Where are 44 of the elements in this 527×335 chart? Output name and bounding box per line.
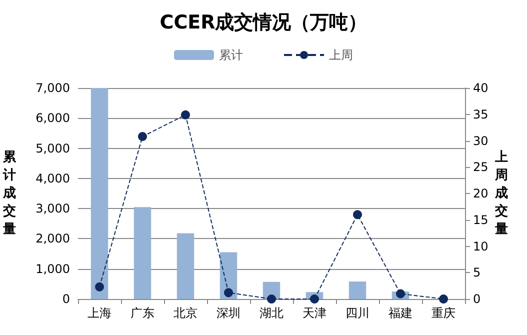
point (353, 210, 362, 220)
y-tick-label: 3,000 (36, 202, 70, 216)
x-tick-label: 湖北 (260, 306, 284, 320)
x-tick-label: 北京 (174, 306, 198, 320)
bar (348, 282, 366, 299)
y2-tick-label: 40 (473, 81, 488, 95)
y-tick-label: 4,000 (36, 171, 70, 186)
point (224, 288, 233, 298)
x-tick-label: 福建 (388, 306, 412, 320)
y2-tick-label: 10 (473, 239, 488, 254)
y-tick-label: 0 (62, 292, 70, 306)
x-tick-label: 天津 (302, 306, 326, 320)
point (181, 110, 190, 120)
x-tick-label: 深圳 (216, 306, 240, 320)
y-tick-label: 1,000 (36, 262, 70, 276)
x-tick-label: 四川 (346, 306, 370, 320)
y-tick-label: 5,000 (36, 141, 70, 156)
y2-tick-label: 20 (473, 186, 488, 200)
x-tick-label: 广东 (130, 306, 154, 320)
bar (90, 88, 108, 299)
y-tick-label: 6,000 (36, 111, 70, 126)
y2-tick-label: 25 (473, 160, 488, 174)
point (439, 294, 448, 304)
point (138, 132, 147, 142)
bar (134, 207, 152, 299)
y2-tick-label: 5 (473, 266, 481, 280)
legend-label: 上周 (329, 48, 353, 62)
y2-tick-label: 35 (473, 107, 488, 122)
x-tick-label: 上海 (88, 306, 112, 320)
y-axis-title: 累计成交量 (2, 150, 17, 237)
y-tick-label: 7,000 (36, 81, 70, 95)
point (95, 282, 104, 292)
point (396, 289, 405, 298)
bar (176, 233, 194, 299)
y2-tick-label: 0 (473, 292, 481, 306)
chart-title: CCER成交情况（万吨） (160, 12, 368, 34)
point (267, 294, 276, 304)
y-tick-label: 2,000 (36, 232, 70, 246)
y2-tick-label: 15 (473, 212, 488, 227)
legend-label: 累计 (219, 48, 243, 62)
y2-tick-label: 30 (473, 134, 488, 148)
y2-axis-title: 上周成交量 (494, 150, 508, 237)
x-tick-label: 重庆 (432, 306, 456, 320)
point (310, 294, 319, 304)
